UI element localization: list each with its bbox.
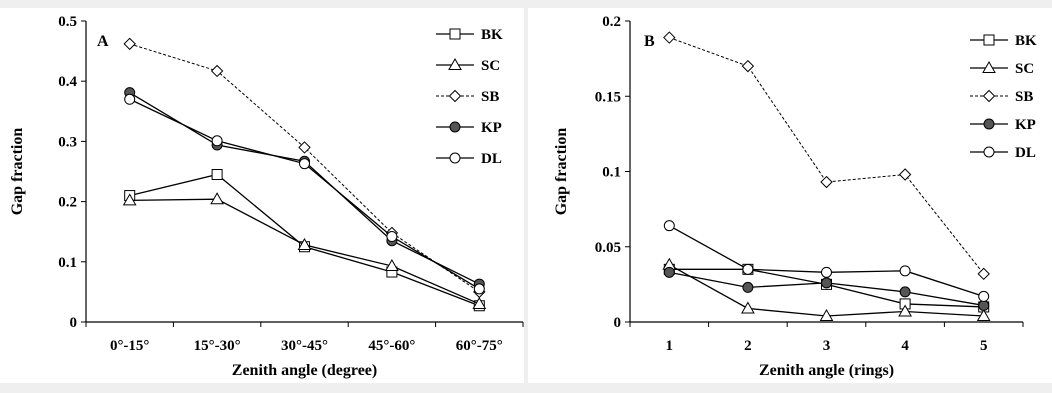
- x-tick-label: 45°-60°: [368, 338, 415, 354]
- data-point-sc: [976, 308, 991, 321]
- legend-marker-bk: [983, 34, 995, 46]
- data-point-dl: [473, 283, 485, 295]
- legend-label-kp: KP: [481, 120, 502, 136]
- x-axis-title: Zenith angle (rings): [759, 362, 894, 379]
- data-point-sc: [122, 193, 137, 206]
- data-point-dl: [386, 231, 398, 243]
- legend-label-sc: SC: [481, 58, 500, 74]
- y-axis-title: Gap fraction: [9, 128, 26, 216]
- y-axis-title: Gap fraction: [553, 128, 570, 216]
- legend-label-kp: KP: [1015, 117, 1036, 133]
- series-sc: [122, 192, 487, 309]
- x-tick-label: 4: [901, 338, 909, 354]
- x-axis-title: Zenith angle (degree): [232, 362, 377, 379]
- data-point-dl: [211, 135, 223, 147]
- legend-marker-dl: [983, 146, 995, 158]
- x-tick-label: 15°-30°: [194, 338, 241, 354]
- legend-marker-sb: [982, 89, 996, 103]
- data-point-dl: [899, 265, 911, 277]
- x-tick-label: 3: [823, 338, 831, 354]
- y-tick-label: 0.1: [602, 165, 621, 181]
- data-point-sc: [819, 308, 834, 321]
- panel-b-background: [528, 8, 1052, 383]
- y-tick-label: 0: [614, 315, 622, 331]
- data-point-bk: [211, 169, 223, 181]
- data-point-dl: [663, 220, 675, 232]
- data-point-kp: [821, 277, 832, 289]
- series-dl: [663, 220, 990, 302]
- data-point-sc: [385, 259, 399, 272]
- series-dl: [124, 93, 485, 295]
- data-point-sb: [663, 31, 676, 44]
- data-point-sb: [298, 141, 311, 154]
- legend-label-dl: DL: [1015, 145, 1036, 161]
- data-point-kp: [663, 266, 675, 278]
- y-tick-label: 0.5: [58, 14, 77, 30]
- x-tick-label: 5: [980, 338, 988, 354]
- y-tick-label: 0.3: [58, 134, 77, 150]
- data-point-sb: [123, 37, 136, 51]
- data-point-sc: [898, 304, 912, 317]
- data-point-kp: [978, 299, 990, 311]
- data-point-dl: [124, 93, 136, 105]
- legend-marker-dl: [449, 152, 461, 164]
- legend-label-sc: SC: [1015, 61, 1034, 77]
- data-point-sc: [472, 296, 487, 309]
- y-tick-label: 0.4: [58, 74, 77, 90]
- panel-a-background: [0, 8, 524, 383]
- panel-label: B: [644, 33, 655, 50]
- y-tick-label: 0.05: [595, 240, 621, 256]
- x-tick-label: 30°-45°: [281, 338, 328, 354]
- legend-marker-sb: [448, 89, 462, 103]
- legend-marker-sc: [982, 60, 996, 73]
- legend-label-sb: SB: [1015, 89, 1033, 105]
- panel-a: 0 0.1 0.2 0.3 0.4 0.5 0°-15° 15°-30° 30°-45° 45°-…: [0, 8, 524, 383]
- x-tick-label: 0°-15°: [110, 338, 150, 354]
- legend: BK SC SB KP DL: [436, 27, 503, 167]
- panel-b: 0 0.05 0.1 0.15 0.2 1 2 3 4 5 Zenith angle (rings)…: [528, 8, 1052, 383]
- data-point-dl: [742, 263, 754, 275]
- x-tick-label: 1: [666, 338, 674, 354]
- legend: BK SC SB KP DL: [970, 33, 1037, 161]
- series-kp: [663, 266, 990, 311]
- data-point-kp: [899, 286, 911, 298]
- series-sb: [663, 31, 990, 281]
- data-point-sc: [297, 237, 312, 250]
- legend-label-sb: SB: [481, 89, 499, 105]
- data-point-sb: [977, 267, 990, 281]
- y-tick-label: 0.1: [58, 255, 77, 271]
- data-point-sb: [741, 59, 755, 73]
- data-point-sb: [820, 175, 833, 189]
- data-point-sb: [898, 168, 912, 181]
- legend-marker-kp: [983, 118, 995, 130]
- data-point-sc: [741, 301, 755, 314]
- data-point-dl: [821, 266, 832, 278]
- series-line-sb: [669, 37, 985, 275]
- y-tick-label: 0.2: [58, 195, 77, 211]
- legend-marker-kp: [449, 121, 461, 133]
- x-tick-label: 60°-75°: [456, 338, 503, 354]
- y-tick-label: 0.2: [602, 14, 621, 30]
- legend-label-bk: BK: [481, 27, 503, 43]
- x-tick-label: 2: [744, 338, 752, 354]
- legend-marker-bk: [449, 28, 461, 40]
- data-point-dl: [299, 158, 310, 170]
- data-point-sb: [210, 64, 224, 78]
- legend-label-dl: DL: [481, 151, 502, 167]
- data-point-kp: [742, 281, 754, 293]
- data-point-sc: [210, 192, 224, 205]
- y-tick-label: 0: [70, 315, 78, 331]
- legend-label-bk: BK: [1015, 33, 1037, 49]
- panel-label: A: [97, 33, 109, 50]
- series-sc: [662, 257, 991, 321]
- data-point-dl: [978, 290, 990, 302]
- y-tick-label: 0.15: [595, 89, 621, 105]
- legend-marker-sc: [448, 57, 462, 70]
